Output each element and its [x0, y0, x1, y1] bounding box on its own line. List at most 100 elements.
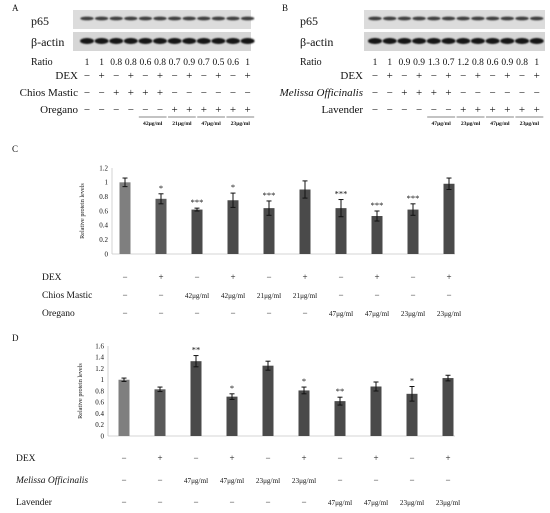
- dose-label: 21μg/ml: [172, 121, 192, 127]
- treatment-cell: −: [158, 308, 163, 318]
- ratio-value: 0.8: [472, 58, 484, 68]
- y-tick-label: 0: [101, 432, 105, 440]
- treatment-cell: +: [157, 453, 162, 463]
- treatment-cell: +: [445, 453, 450, 463]
- p65-band: [138, 16, 153, 21]
- treatment-cell: −: [410, 272, 415, 282]
- p65-band: [427, 16, 441, 21]
- treatment-sign: −: [230, 70, 236, 82]
- treatment-sign: +: [489, 104, 495, 116]
- treatment-sign: +: [460, 104, 466, 116]
- bar: [442, 378, 454, 436]
- treatment-sign: −: [504, 87, 510, 99]
- treatment-sign: −: [84, 87, 90, 99]
- treatment-sign: −: [171, 87, 177, 99]
- treatment-sign: −: [401, 70, 407, 82]
- treatment-sign: −: [372, 70, 378, 82]
- p65-label: p65: [31, 14, 49, 28]
- treatment-cell: −: [445, 475, 450, 485]
- treatment-cell: +: [374, 272, 379, 282]
- treatment-sign: −: [230, 87, 236, 99]
- bar: [299, 189, 311, 254]
- treatment-cell: +: [230, 272, 235, 282]
- treatment-cell: −: [157, 497, 162, 507]
- ratio-value: 0.9: [398, 58, 410, 68]
- treatment-sign: −: [489, 87, 495, 99]
- y-tick-label: 0.8: [95, 387, 104, 395]
- treatment-cell: 47μg/ml: [365, 310, 389, 318]
- treatment-cell: −: [194, 308, 199, 318]
- treatment-cell: +: [302, 272, 307, 282]
- treatment-cell: 47μg/ml: [364, 499, 388, 507]
- treatment-cell: 47μg/ml: [329, 310, 353, 318]
- treatment-sign: +: [387, 70, 393, 82]
- y-tick-label: 0.2: [95, 421, 104, 429]
- p65-band: [153, 16, 167, 21]
- bar: [406, 393, 418, 436]
- treatment-cell: 23μg/ml: [401, 310, 425, 318]
- bar: [118, 379, 130, 436]
- treatment-sign: +: [519, 104, 525, 116]
- y-tick-label: 0.2: [99, 236, 108, 244]
- treatment-row-label: DEX: [42, 273, 62, 283]
- ratio-label: Ratio: [300, 57, 322, 68]
- treatment-sign: −: [142, 70, 148, 82]
- treatment-sign: +: [504, 104, 510, 116]
- treatment-sign: −: [113, 104, 119, 116]
- treatment-cell: −: [410, 290, 415, 300]
- dose-label: 23μg/ml: [231, 121, 251, 127]
- ratio-value: 0.9: [501, 58, 513, 68]
- treatment-cell: −: [265, 497, 270, 507]
- treatment-sign: +: [215, 70, 221, 82]
- ratio-value: 1: [245, 58, 250, 68]
- actin-band: [240, 38, 255, 44]
- treatment-sign: +: [534, 104, 540, 116]
- treatment-cell: 21μg/ml: [293, 292, 317, 300]
- p65-band: [456, 16, 470, 21]
- bar: [370, 386, 382, 436]
- treatment-cell: 47μg/ml: [220, 477, 244, 485]
- ratio-value: 0.6: [227, 58, 239, 68]
- p65-band: [211, 16, 226, 21]
- dose-label: 47μg/ml: [490, 121, 510, 127]
- treatment-row-label: Oregano: [42, 309, 75, 319]
- ratio-value: 0.9: [413, 58, 425, 68]
- bar: [262, 365, 274, 436]
- bar: [226, 396, 238, 436]
- actin-band: [412, 38, 427, 44]
- p65-band: [397, 16, 412, 21]
- treatment-cell: −: [229, 497, 234, 507]
- p65-band: [226, 16, 240, 21]
- chart-letter: C: [12, 144, 18, 154]
- treatment-cell: −: [193, 497, 198, 507]
- y-tick-label: 0.8: [99, 193, 108, 201]
- ratio-value: 1.3: [428, 58, 440, 68]
- actin-band: [529, 38, 544, 44]
- treatment-row-label: DEX: [16, 454, 36, 464]
- treatment-cell: −: [374, 290, 379, 300]
- treatment-sign: −: [201, 70, 207, 82]
- bar: [443, 183, 455, 254]
- treatment-cell: +: [301, 453, 306, 463]
- treatment-sign: −: [98, 87, 104, 99]
- actin-band: [211, 38, 226, 44]
- y-tick-label: 1.2: [95, 365, 104, 373]
- treatment-sign: +: [128, 70, 134, 82]
- treatment-sign: −: [387, 87, 393, 99]
- y-tick-label: 1.2: [99, 164, 108, 172]
- treatment-sign: −: [489, 70, 495, 82]
- chart-d: D 0 0.2 0.4 0.6 0.8 1 1.2 1.4 1.6 Relative protein…: [12, 333, 460, 508]
- treatment-cell: −: [265, 453, 270, 463]
- actin-band: [367, 38, 383, 44]
- ratio-value: 0.8: [110, 58, 122, 68]
- actin-band: [182, 38, 197, 44]
- p65-band: [485, 16, 500, 21]
- dose-label: 47μg/ml: [201, 121, 221, 127]
- treatment-label: DEX: [55, 70, 78, 82]
- treatment-cell: −: [122, 272, 127, 282]
- treatment-sign: −: [171, 70, 177, 82]
- actin-band: [109, 38, 124, 44]
- treatment-sign: +: [475, 70, 481, 82]
- treatment-sign: +: [128, 87, 134, 99]
